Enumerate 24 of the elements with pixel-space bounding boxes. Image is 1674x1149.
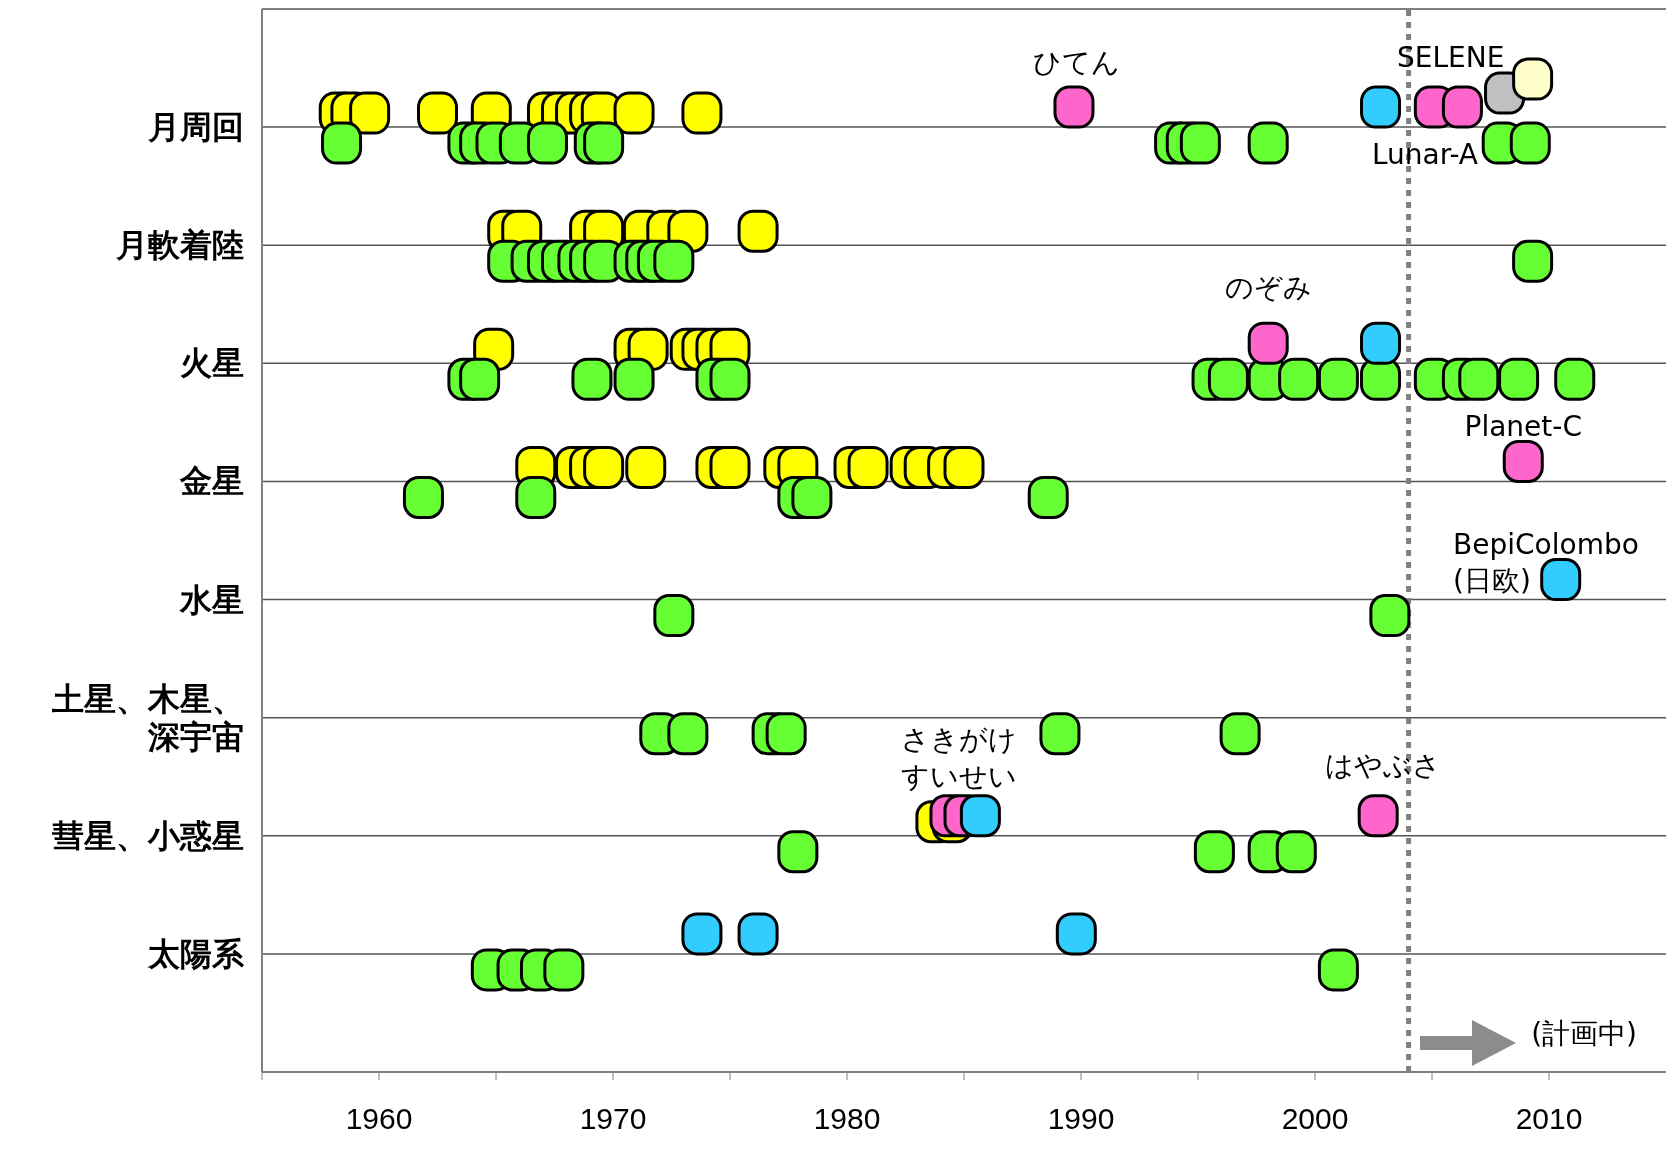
annotation: BepiColombo (日欧) bbox=[1453, 527, 1639, 597]
y-tick-label: 火星 bbox=[180, 344, 244, 383]
annotation: さきがけ bbox=[901, 722, 1018, 756]
annotation: ひてん bbox=[1032, 45, 1120, 79]
annotation: Lunar-A bbox=[1371, 137, 1479, 171]
x-tick-label: 1990 bbox=[1047, 1102, 1115, 1136]
annotation: すいせい bbox=[901, 759, 1018, 793]
y-tick-label: 月軟着陸 bbox=[115, 226, 244, 265]
y-tick-label: 金星 bbox=[179, 462, 244, 501]
y-tick-label: 土星、木星、深宇宙 bbox=[51, 679, 244, 756]
y-tick-label: 彗星、小惑星 bbox=[52, 816, 244, 855]
x-tick-label: 1980 bbox=[813, 1102, 881, 1136]
y-tick-label: 水星 bbox=[179, 580, 244, 619]
annotation: はやぶさ bbox=[1324, 748, 1441, 782]
x-tick-label: 2000 bbox=[1281, 1102, 1349, 1136]
annotation: SELENE bbox=[1397, 40, 1505, 74]
x-tick-label: 2010 bbox=[1515, 1102, 1583, 1136]
annotation: Planet-C bbox=[1464, 409, 1582, 443]
x-tick-label: 1970 bbox=[579, 1102, 647, 1136]
y-tick-label: 月周回 bbox=[147, 108, 244, 147]
y-tick-label: 太陽系 bbox=[147, 934, 245, 973]
annotation: のぞみ bbox=[1224, 270, 1312, 304]
x-tick-label: 1960 bbox=[345, 1102, 413, 1136]
annotation: (計画中) bbox=[1531, 1016, 1638, 1050]
